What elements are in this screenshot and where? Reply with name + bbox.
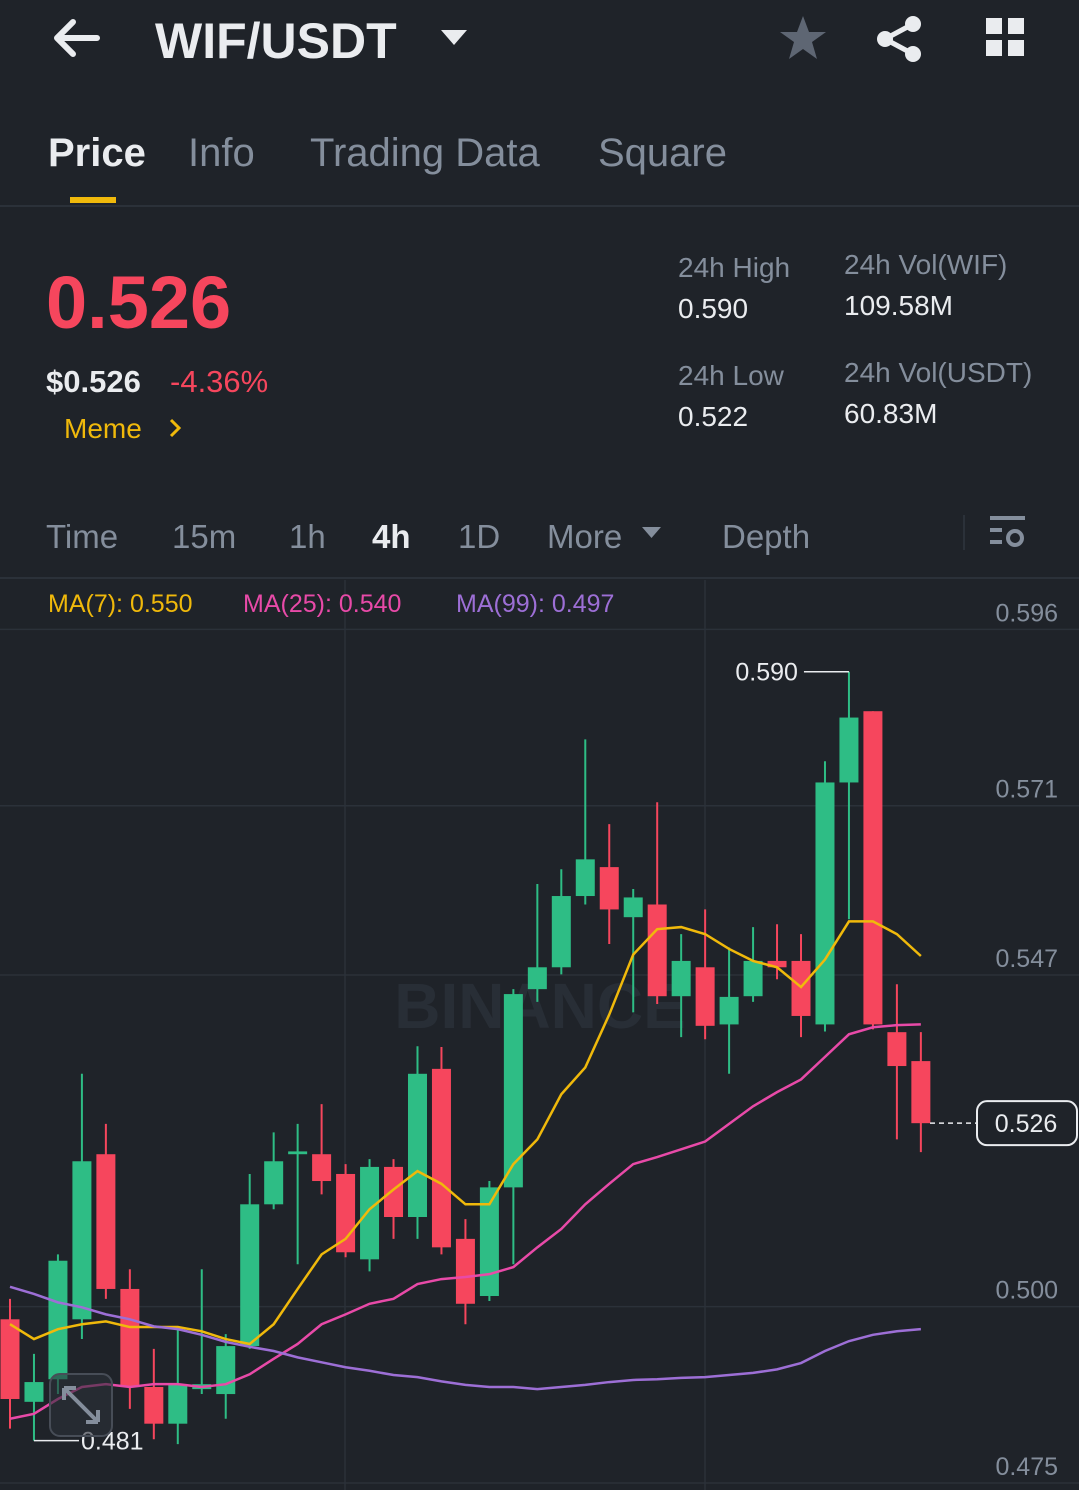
candle-body — [431, 1068, 451, 1248]
candle-body — [48, 1260, 68, 1380]
interval-tab[interactable]: 1D — [458, 518, 500, 555]
interval-tab[interactable]: More — [547, 518, 622, 555]
favorite-star[interactable] — [780, 16, 826, 59]
candle-body — [144, 1387, 164, 1424]
candle-body — [455, 1238, 475, 1304]
y-tick-label: 0.475 — [995, 1453, 1058, 1481]
tab[interactable]: Trading Data — [310, 131, 541, 175]
ma-legend: MA(7): 0.550 — [48, 590, 193, 618]
candle-body — [815, 782, 835, 1025]
candle-body — [96, 1154, 116, 1289]
candle-body — [336, 1173, 356, 1253]
share-button[interactable] — [877, 16, 921, 62]
y-tick-label: 0.571 — [995, 776, 1058, 804]
active-tab-indicator — [70, 197, 116, 203]
candle-body — [743, 960, 763, 997]
candle-body — [479, 1187, 499, 1297]
candle-body — [671, 960, 691, 997]
ma-line — [9, 1285, 921, 1391]
candle-body — [216, 1346, 236, 1395]
candle-body — [599, 867, 619, 910]
candle-body — [384, 1166, 404, 1217]
tab[interactable]: Price — [48, 131, 146, 175]
stat-value: 0.590 — [678, 293, 748, 324]
usd-price: $0.526 — [46, 364, 141, 399]
ma-legend: MA(25): 0.540 — [243, 590, 401, 618]
last-price-label: 0.526 — [995, 1110, 1058, 1138]
more-dropdown[interactable] — [642, 527, 661, 538]
candle-body — [168, 1384, 188, 1424]
interval-tab[interactable]: Time — [46, 518, 118, 555]
annotation-label: 0.590 — [735, 659, 798, 687]
candle-body — [264, 1161, 284, 1205]
candle-body — [72, 1161, 92, 1320]
interval-tab[interactable]: 1h — [289, 518, 326, 555]
zoom-button[interactable] — [49, 1373, 113, 1437]
candle-body — [863, 711, 883, 1025]
candle-body — [911, 1061, 931, 1124]
candle-body — [503, 994, 523, 1188]
interval-tab[interactable]: Depth — [722, 518, 810, 555]
candle-body — [407, 1073, 427, 1217]
candle-body — [0, 1319, 20, 1399]
stat-value: 60.83M — [844, 398, 937, 429]
interval-tab[interactable]: 15m — [172, 518, 236, 555]
grid-menu[interactable] — [986, 18, 1024, 56]
candle-body — [288, 1151, 308, 1155]
stat-label: 24h Vol(WIF) — [844, 249, 1007, 280]
candle-body — [719, 996, 739, 1025]
last-price: 0.526 — [46, 261, 231, 344]
y-tick-label: 0.547 — [995, 945, 1058, 973]
candle-body — [647, 904, 667, 997]
stat-value: 109.58M — [844, 290, 953, 321]
ma-line — [9, 1023, 921, 1420]
tab[interactable]: Info — [188, 131, 255, 175]
interval-tab[interactable]: 4h — [372, 518, 411, 555]
y-tick-label: 0.596 — [995, 599, 1058, 627]
candle-body — [695, 967, 715, 1026]
candle-body — [360, 1166, 380, 1260]
stat-label: 24h Low — [678, 360, 785, 391]
candle-body — [623, 897, 643, 918]
pair-title[interactable]: WIF/USDT — [155, 13, 397, 69]
candle-body — [527, 967, 547, 990]
candle-body — [24, 1382, 44, 1402]
tag-chevron[interactable] — [169, 418, 182, 438]
candle-body — [575, 859, 595, 897]
back-button[interactable] — [54, 19, 100, 57]
candle-body — [839, 717, 859, 783]
stat-value: 0.522 — [678, 401, 748, 432]
pair-dropdown[interactable] — [441, 30, 467, 45]
tag-link[interactable]: Meme — [64, 413, 142, 444]
stat-label: 24h Vol(USDT) — [844, 357, 1032, 388]
chart-settings[interactable] — [990, 516, 1025, 547]
candle-body — [240, 1204, 260, 1347]
ma-legend: MA(99): 0.497 — [456, 590, 614, 618]
price-change: -4.36% — [170, 364, 268, 399]
candle-body — [312, 1154, 332, 1182]
candle-body — [887, 1032, 907, 1067]
candle-body — [551, 896, 571, 968]
candle-body — [120, 1288, 140, 1388]
last-price-box — [976, 1100, 1078, 1147]
stat-label: 24h High — [678, 252, 790, 283]
tab[interactable]: Square — [598, 131, 727, 175]
candle-body — [767, 960, 787, 968]
y-tick-label: 0.500 — [995, 1277, 1058, 1305]
